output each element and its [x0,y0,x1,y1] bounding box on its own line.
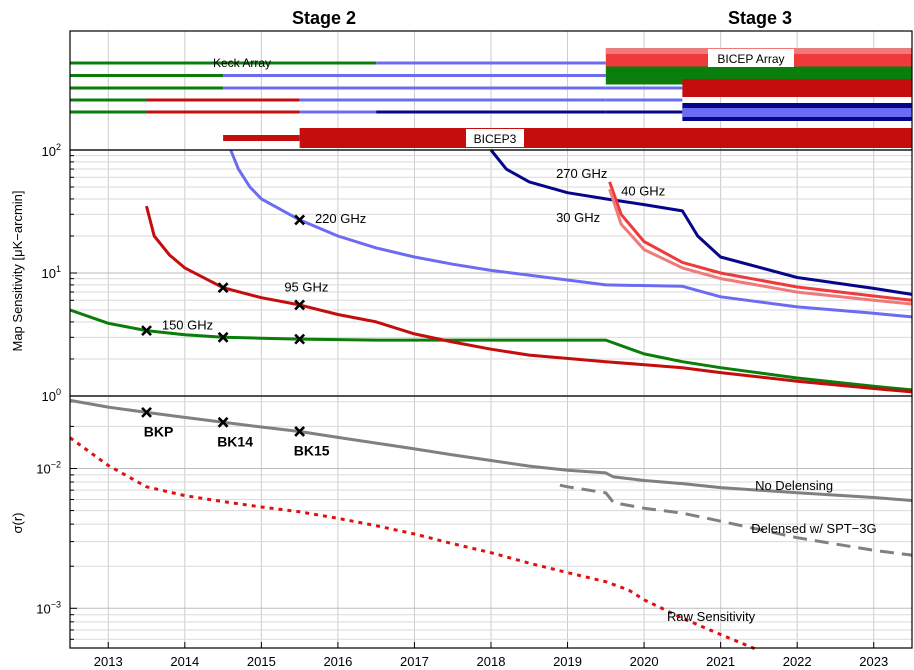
sigma-line-no-delensing [69,398,913,502]
sens-line-30-ghz [608,188,913,306]
sens-label-40-ghz: 40 GHz [621,183,665,198]
sens-marker-5 [294,214,306,226]
sigma-marker-bk15 [294,426,306,437]
timeline-bar-220ghz-band [682,108,912,117]
x-tick-label-2022: 2022 [783,654,812,669]
timeline-bar-row5-dark-blue [605,110,683,114]
sigma-line-raw-sensitivity [69,436,760,652]
sens-line-40-ghz [608,181,913,302]
x-tick-label-2019: 2019 [553,654,582,669]
sens-marker-0 [141,325,152,337]
stage3-header: Stage 3 [728,8,792,28]
sigma-curve-label-raw-sensitivity: Raw Sensitivity [667,609,756,624]
sigma-ytick-label-0: 10−2 [36,459,61,476]
sens-marker-2 [294,333,306,345]
bicep-array-label-bg [708,49,794,67]
x-tick-label-2018: 2018 [477,654,506,669]
map-sensitivity-ylabel: Map Sensitivity [μK−arcmin] [10,190,25,351]
timeline-bar-row2-green [70,74,224,77]
sigma-ytick-label-1: 10−3 [36,599,61,616]
x-tick-label-2015: 2015 [247,654,276,669]
timeline-bar-row4-light-blue [605,98,683,102]
timeline-ytick-label: 102 [42,142,61,159]
timeline-bar-row5-light-blue [299,110,377,114]
sens-line-95-ghz [145,205,913,394]
x-tick-label-2020: 2020 [630,654,659,669]
bicep-array-label: BICEP Array [717,52,784,66]
sens-label-30-ghz: 30 GHz [556,210,600,225]
x-tick-label-2013: 2013 [94,654,123,669]
timeline-bar-row1-light-blue [376,61,606,65]
x-tick-label-2017: 2017 [400,654,429,669]
sens-label-150-ghz: 150 GHz [162,318,213,333]
timeline-bar-row6-red [223,135,300,141]
timeline-bar-row4-green [70,98,147,102]
timeline-bar-row5-red [146,110,300,114]
timeline-bar-row2-light-blue [223,74,606,77]
sigma-r-ylabel: σ(r) [10,512,25,533]
sens-line-270-ghz [489,149,913,296]
map-sensitivity-panel: 150 GHz 95 GHz 220 GHz 270 GHz 40 GHz 30 GHz 1… [42,149,913,404]
sens-label-270-ghz: 270 GHz [556,166,607,181]
bicep3-label: BICEP3 [474,132,517,146]
x-tick-label-2014: 2014 [170,654,199,669]
timeline-bar-row5-green [70,110,147,114]
sens-marker-4 [294,299,306,311]
timeline-bar-row5-dark-blue [376,110,606,114]
keck-array-label: Keck Array [213,56,271,70]
x-tick-label-2023: 2023 [859,654,888,669]
sigma-curve-label-delensed-w-spt-3g: Delensed w/ SPT−3G [751,521,876,536]
sens-label-95-ghz: 95 GHz [284,279,328,294]
sens-ytick-label-1: 101 [42,264,61,281]
x-tick-label-2021: 2021 [706,654,735,669]
sigma-marker-label-bk15: BK15 [294,442,330,458]
sens-marker-3 [217,282,229,294]
timeline-bar-row3-light-blue [605,86,683,90]
sens-marker-1 [217,331,229,343]
sigma-marker-bk14 [217,416,229,428]
x-tick-label-2016: 2016 [323,654,352,669]
bicep3-label-bg [466,129,524,147]
sigma-marker-bkp [141,406,152,418]
sigma-marker-label-bk14: BK14 [217,433,253,449]
sens-ytick-label-0: 100 [42,387,61,404]
timeline-bar-row3-green [70,86,224,90]
timeline-bar-row6-red [299,128,912,148]
sigma-r-panel: BKP BK14 BK15 No Delensing Delensed w/ SPT−3… [36,395,913,669]
sens-line-150-ghz [69,308,913,392]
timeline-bar-row3-light-blue [223,86,606,90]
timeline-bar-row4-light-blue [299,98,606,102]
sens-line-220-ghz [229,149,913,319]
sigma-curve-label-no-delensing: No Delensing [755,478,833,493]
sens-label-220-ghz: 220 GHz [315,211,366,226]
timeline-bar-row1-green [70,61,377,65]
timeline-bar-row4-red [146,98,300,102]
sigma-line-delensed-w-spt-3g [559,483,913,557]
sigma-marker-label-bkp: BKP [144,423,174,439]
stage2-header: Stage 2 [292,8,356,28]
timeline-bar-row3-red [682,79,912,97]
